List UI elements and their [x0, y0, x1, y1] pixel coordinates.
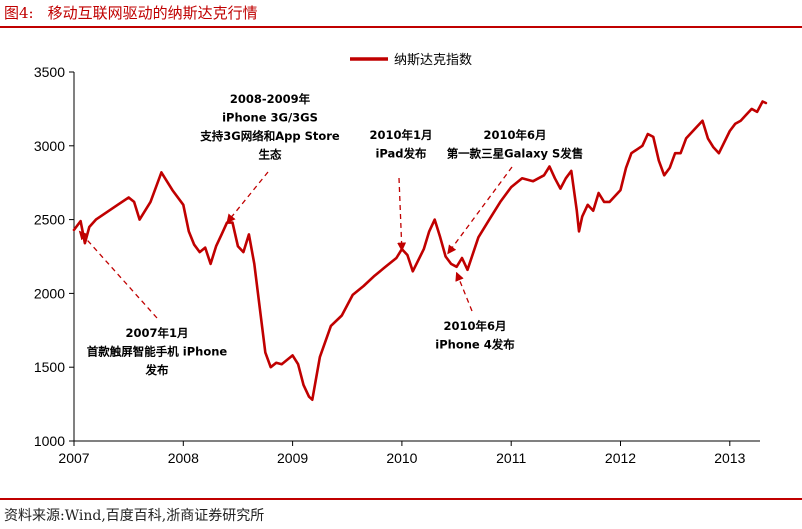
ann-2007-text: 发布	[145, 363, 169, 377]
ann-2010-jun-galaxy-arrow	[447, 166, 513, 255]
x-tick-label: 2009	[277, 450, 308, 466]
ann-2010-jun-galaxy-text: 第一款三星Galaxy S发售	[447, 147, 584, 161]
top-rule	[0, 26, 802, 28]
ann-2010-jan-text: 2010年1月	[369, 128, 432, 142]
ann-2010-jan-text: iPad发布	[375, 147, 427, 161]
x-tick-label: 2013	[714, 450, 745, 466]
figure-source: 资料来源:Wind,百度百科,浙商证券研究所	[4, 508, 265, 524]
ann-2008-text: 支持3G网络和App Store	[199, 129, 340, 143]
ann-2008-text: 2008-2009年	[230, 92, 311, 106]
y-tick-label: 1500	[34, 359, 65, 375]
y-tick-label: 2500	[34, 212, 65, 228]
y-tick-label: 2000	[34, 285, 65, 301]
ann-2010-jan-arrow	[397, 177, 407, 252]
bottom-rule	[0, 498, 802, 500]
y-tick-label: 3000	[34, 138, 65, 154]
x-tick-label: 2008	[168, 450, 199, 466]
series-line-nasdaq	[72, 100, 768, 402]
legend: 纳斯达克指数	[350, 53, 472, 68]
figure-label: 图4:	[4, 4, 34, 22]
ann-2010-jun-iphone4-text: 2010年6月	[443, 319, 506, 333]
x-tick-label: 2007	[58, 450, 89, 466]
axes: 1000 1500 2000 2500 3000 3500 2007 2008 2009 2010…	[34, 64, 760, 466]
ann-2007-text: 首款触屏智能手机 iPhone	[87, 345, 228, 359]
figure-title: 图4: 移动互联网驱动的纳斯达克行情	[4, 2, 258, 23]
x-tick-label: 2012	[605, 450, 636, 466]
legend-label: 纳斯达克指数	[394, 53, 472, 68]
ann-2008-text: 生态	[259, 148, 282, 162]
ann-2008-text: iPhone 3G/3GS	[222, 111, 318, 125]
ann-2010-jun-galaxy-text: 2010年6月	[483, 128, 546, 142]
ann-2010-jun-iphone4-text: iPhone 4发布	[435, 338, 515, 352]
figure-title-text: 移动互联网驱动的纳斯达克行情	[47, 4, 258, 22]
ann-2010-jun-iphone4-arrow	[455, 271, 473, 312]
x-tick-label: 2011	[496, 450, 526, 466]
y-tick-label: 1000	[34, 433, 65, 449]
y-tick-label: 3500	[34, 64, 65, 80]
ann-2007-text: 2007年1月	[125, 326, 188, 340]
ann-2008-arrow	[226, 171, 269, 224]
series-layer	[72, 100, 768, 402]
x-tick-label: 2010	[386, 450, 417, 466]
ann-2007-arrow	[78, 230, 158, 319]
